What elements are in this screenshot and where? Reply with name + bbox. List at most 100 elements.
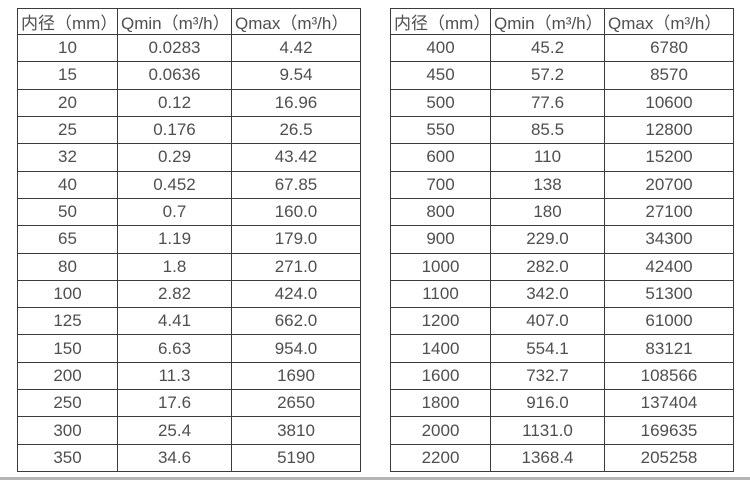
cell-qmin: 45.2: [490, 33, 605, 63]
cell-diameter: 20: [17, 88, 118, 117]
cell-qmax: 12800: [604, 115, 734, 145]
header-qmin: Qmin（m³/h）: [490, 8, 605, 35]
cell-diameter: 350: [17, 443, 118, 473]
cell-qmin: 407.0: [490, 307, 605, 336]
table-row: 1600 732.7 108566: [390, 361, 734, 391]
cell-qmin: 229.0: [490, 225, 605, 254]
cell-diameter: 1400: [390, 334, 491, 363]
cell-qmax: 42400: [604, 252, 734, 281]
table-row: 250 17.6 2650: [17, 389, 361, 418]
table-row: 1400 554.1 83121: [390, 334, 734, 363]
table-row: 2000 1131.0 169635: [390, 416, 734, 445]
cell-qmax: 169635: [604, 416, 734, 445]
table-row: 20 0.12 16.96: [17, 88, 361, 117]
table-row: 1100 342.0 51300: [390, 279, 734, 309]
cell-qmax: 20700: [604, 170, 734, 199]
cell-diameter: 1100: [390, 279, 491, 309]
cell-qmax: 61000: [604, 307, 734, 336]
cell-qmax: 108566: [604, 361, 734, 391]
cell-qmax: 424.0: [231, 279, 361, 309]
header-qmax: Qmax（m³/h）: [604, 8, 734, 35]
table-row: 32 0.29 43.42: [17, 143, 361, 172]
cell-qmax: 51300: [604, 279, 734, 309]
table-row: 80 1.8 271.0: [17, 252, 361, 281]
cell-diameter: 800: [390, 197, 491, 227]
cell-diameter: 1200: [390, 307, 491, 336]
cell-qmax: 1690: [231, 361, 361, 391]
cell-qmax: 6780: [604, 33, 734, 63]
cell-qmax: 160.0: [231, 197, 361, 227]
cell-qmax: 26.5: [231, 115, 361, 145]
cell-qmin: 916.0: [490, 389, 605, 418]
cell-qmin: 34.6: [117, 443, 232, 473]
cell-qmin: 282.0: [490, 252, 605, 281]
table-row: 1800 916.0 137404: [390, 389, 734, 418]
table-row: 800 180 27100: [390, 197, 734, 227]
cell-diameter: 15: [17, 61, 118, 90]
table-row: 900 229.0 34300: [390, 225, 734, 254]
cell-diameter: 1600: [390, 361, 491, 391]
table-row: 600 110 15200: [390, 143, 734, 172]
cell-qmax: 271.0: [231, 252, 361, 281]
cell-diameter: 125: [17, 307, 118, 336]
cell-diameter: 25: [17, 115, 118, 145]
table-row: 1000 282.0 42400: [390, 252, 734, 281]
table-row: 400 45.2 6780: [390, 33, 734, 63]
cell-qmin: 4.41: [117, 307, 232, 336]
table-row: 50 0.7 160.0: [17, 197, 361, 227]
header-diameter: 内径（mm）: [17, 8, 118, 35]
cell-qmax: 15200: [604, 143, 734, 172]
table-header: 内径（mm） Qmin（m³/h） Qmax（m³/h）: [390, 8, 734, 35]
table-row: 500 77.6 10600: [390, 88, 734, 117]
cell-diameter: 65: [17, 225, 118, 254]
table-row: 10 0.0283 4.42: [17, 33, 361, 63]
cell-diameter: 250: [17, 389, 118, 418]
header-qmin: Qmin（m³/h）: [117, 8, 232, 35]
cell-qmin: 342.0: [490, 279, 605, 309]
cell-diameter: 2200: [390, 443, 491, 473]
cell-qmin: 732.7: [490, 361, 605, 391]
cell-diameter: 450: [390, 61, 491, 90]
cell-diameter: 100: [17, 279, 118, 309]
cell-qmax: 4.42: [231, 33, 361, 63]
cell-diameter: 32: [17, 143, 118, 172]
table-row: 350 34.6 5190: [17, 443, 361, 473]
cell-qmin: 0.12: [117, 88, 232, 117]
cell-qmin: 554.1: [490, 334, 605, 363]
table-row: 100 2.82 424.0: [17, 279, 361, 309]
cell-diameter: 400: [390, 33, 491, 63]
flow-range-table-large-diameters: 内径（mm） Qmin（m³/h） Qmax（m³/h） 400 45.2 6780…: [390, 8, 734, 473]
cell-qmin: 77.6: [490, 88, 605, 117]
cell-diameter: 150: [17, 334, 118, 363]
cell-diameter: 50: [17, 197, 118, 227]
cell-qmax: 43.42: [231, 143, 361, 172]
cell-diameter: 600: [390, 143, 491, 172]
cell-qmin: 0.0636: [117, 61, 232, 90]
cell-qmax: 27100: [604, 197, 734, 227]
cell-qmin: 0.452: [117, 170, 232, 199]
cell-qmax: 34300: [604, 225, 734, 254]
cell-qmin: 1131.0: [490, 416, 605, 445]
cell-qmin: 1.8: [117, 252, 232, 281]
cell-qmax: 5190: [231, 443, 361, 473]
cell-qmin: 17.6: [117, 389, 232, 418]
cell-qmin: 0.7: [117, 197, 232, 227]
cell-qmax: 16.96: [231, 88, 361, 117]
table-body: 400 45.2 6780 450 57.2 8570 500 77.6 10600 550 85.…: [390, 33, 734, 473]
cell-qmax: 10600: [604, 88, 734, 117]
cell-qmax: 2650: [231, 389, 361, 418]
cell-qmax: 205258: [604, 443, 734, 473]
cell-diameter: 900: [390, 225, 491, 254]
cell-qmin: 0.176: [117, 115, 232, 145]
cell-qmax: 9.54: [231, 61, 361, 90]
table-row: 450 57.2 8570: [390, 61, 734, 90]
table-row: 300 25.4 3810: [17, 416, 361, 445]
table-row: 65 1.19 179.0: [17, 225, 361, 254]
table-row: 125 4.41 662.0: [17, 307, 361, 336]
table-row: 200 11.3 1690: [17, 361, 361, 391]
cell-qmin: 6.63: [117, 334, 232, 363]
table-row: 1200 407.0 61000: [390, 307, 734, 336]
cell-diameter: 1800: [390, 389, 491, 418]
table-body: 10 0.0283 4.42 15 0.0636 9.54 20 0.12 16.96 25 0.1…: [17, 33, 361, 473]
cell-diameter: 10: [17, 33, 118, 63]
